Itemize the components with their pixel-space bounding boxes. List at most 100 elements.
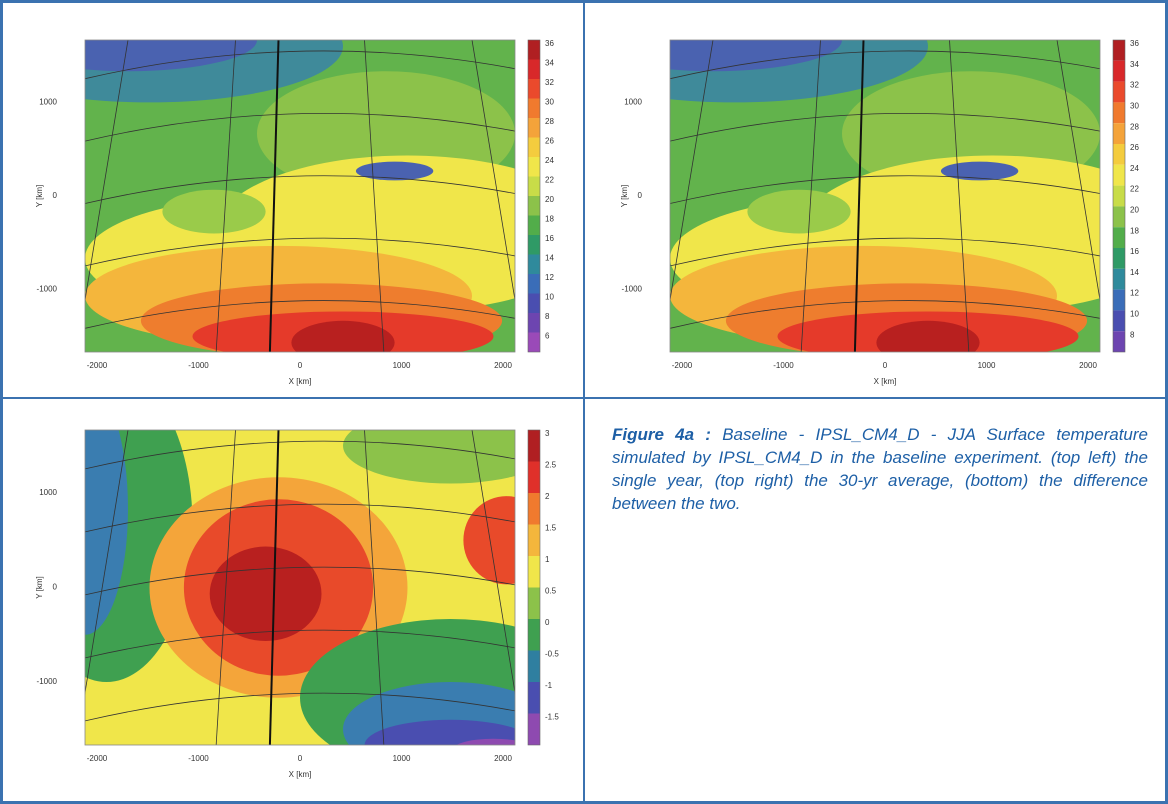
colorbar-label: 10 — [1130, 310, 1139, 319]
colorbar-label: 14 — [1130, 268, 1139, 277]
colorbar-label: 22 — [545, 176, 554, 185]
colorbar-swatch — [1113, 61, 1125, 82]
colorbar-label: 36 — [1130, 39, 1139, 48]
colorbar-label: 32 — [545, 78, 554, 87]
x-axis-label: X [km] — [874, 377, 897, 386]
colorbar-swatch — [528, 196, 540, 216]
colorbar-swatch — [528, 333, 540, 353]
x-tick-label: 2000 — [494, 754, 512, 763]
map-field — [343, 408, 558, 484]
x-axis-label: X [km] — [289, 377, 312, 386]
colorbar-swatch — [1113, 102, 1125, 123]
colorbar-label: 6 — [545, 332, 550, 341]
colorbar-label: -1 — [545, 681, 553, 690]
caption: Figure 4a : Baseline - IPSL_CM4_D - JJA … — [612, 423, 1148, 515]
x-tick-label: 0 — [883, 361, 888, 370]
colorbar-label: 32 — [1130, 81, 1139, 90]
colorbar-swatch — [1113, 186, 1125, 207]
colorbar-label: 16 — [1130, 247, 1139, 256]
colorbar-swatch — [528, 556, 540, 588]
colorbar-swatch — [1113, 290, 1125, 311]
colorbar-swatch — [528, 60, 540, 80]
colorbar-swatch — [1113, 123, 1125, 144]
colorbar-label: 2 — [545, 492, 550, 501]
colorbar-label: 3 — [545, 429, 550, 438]
colorbar-swatch — [528, 138, 540, 158]
colorbar-swatch — [528, 430, 540, 462]
x-tick-label: 1000 — [393, 361, 411, 370]
colorbar-swatch — [528, 157, 540, 177]
map-field — [210, 547, 322, 642]
colorbar-label: 8 — [545, 312, 550, 321]
x-axis-label: X [km] — [289, 770, 312, 779]
figure: 10000-1000-2000-1000010002000X [km]Y [km… — [0, 0, 1168, 804]
colorbar-label: 22 — [1130, 185, 1139, 194]
y-tick-label: 1000 — [39, 98, 57, 107]
y-tick-label: 0 — [53, 191, 58, 200]
colorbar-swatch — [528, 235, 540, 255]
colorbar-label: 30 — [1130, 102, 1139, 111]
colorbar-label: 0 — [545, 618, 550, 627]
colorbar-label: 20 — [545, 195, 554, 204]
colorbar-label: 34 — [1130, 60, 1139, 69]
colorbar-label: 2.5 — [545, 461, 557, 470]
colorbar-swatch — [528, 682, 540, 714]
x-tick-label: 0 — [298, 361, 303, 370]
colorbar-label: 24 — [545, 156, 554, 165]
colorbar-swatch — [528, 255, 540, 275]
x-tick-label: -1000 — [773, 361, 794, 370]
x-tick-label: -1000 — [188, 361, 209, 370]
x-tick-label: -2000 — [87, 361, 108, 370]
colorbar-label: 28 — [545, 117, 554, 126]
colorbar-swatch — [528, 588, 540, 620]
x-tick-label: 1000 — [393, 754, 411, 763]
map-field — [941, 162, 1018, 181]
colorbar-label: 12 — [545, 273, 554, 282]
colorbar-label: 34 — [545, 59, 554, 68]
colorbar-label: 20 — [1130, 206, 1139, 215]
colorbar-swatch — [1113, 331, 1125, 352]
map-field — [162, 190, 265, 234]
colorbar-swatch — [528, 525, 540, 557]
colorbar-swatch — [528, 619, 540, 651]
x-tick-label: 1000 — [978, 361, 996, 370]
colorbar-swatch — [528, 651, 540, 683]
x-tick-label: 0 — [298, 754, 303, 763]
colorbar-label: 36 — [545, 39, 554, 48]
colorbar-swatch — [1113, 82, 1125, 103]
y-tick-label: 0 — [638, 191, 643, 200]
colorbar-swatch — [1113, 144, 1125, 165]
colorbar-swatch — [528, 294, 540, 314]
colorbar-label: 12 — [1130, 289, 1139, 298]
colorbar-label: 1.5 — [545, 524, 557, 533]
caption-label: Figure 4a : — [612, 425, 711, 444]
colorbar-label: 18 — [1130, 226, 1139, 235]
colorbar-label: 0.5 — [545, 587, 557, 596]
map-image — [0, 0, 601, 391]
colorbar-label: 30 — [545, 98, 554, 107]
map-field — [291, 321, 394, 365]
colorbar-swatch — [528, 313, 540, 333]
colorbar-label: -1.5 — [545, 713, 559, 722]
x-tick-label: 2000 — [494, 361, 512, 370]
colorbar-label: 28 — [1130, 122, 1139, 131]
map-field — [876, 321, 979, 365]
map-field — [356, 162, 433, 181]
y-tick-label: 1000 — [39, 488, 57, 497]
colorbar-label: 8 — [1130, 330, 1135, 339]
colorbar-swatch — [528, 462, 540, 494]
y-tick-label: 1000 — [624, 98, 642, 107]
colorbar-swatch — [1113, 165, 1125, 186]
y-tick-label: 0 — [53, 583, 58, 592]
colorbar-label: 18 — [545, 215, 554, 224]
colorbar-swatch — [528, 177, 540, 197]
colorbar-swatch — [1113, 227, 1125, 248]
colorbar-label: 26 — [545, 137, 554, 146]
map-image — [21, 367, 602, 784]
colorbar-swatch — [1113, 248, 1125, 269]
x-tick-label: -1000 — [188, 754, 209, 763]
y-axis-label: Y [km] — [35, 185, 44, 208]
colorbar-label: -0.5 — [545, 650, 559, 659]
x-tick-label: 2000 — [1079, 361, 1097, 370]
y-tick-label: -1000 — [37, 677, 58, 686]
